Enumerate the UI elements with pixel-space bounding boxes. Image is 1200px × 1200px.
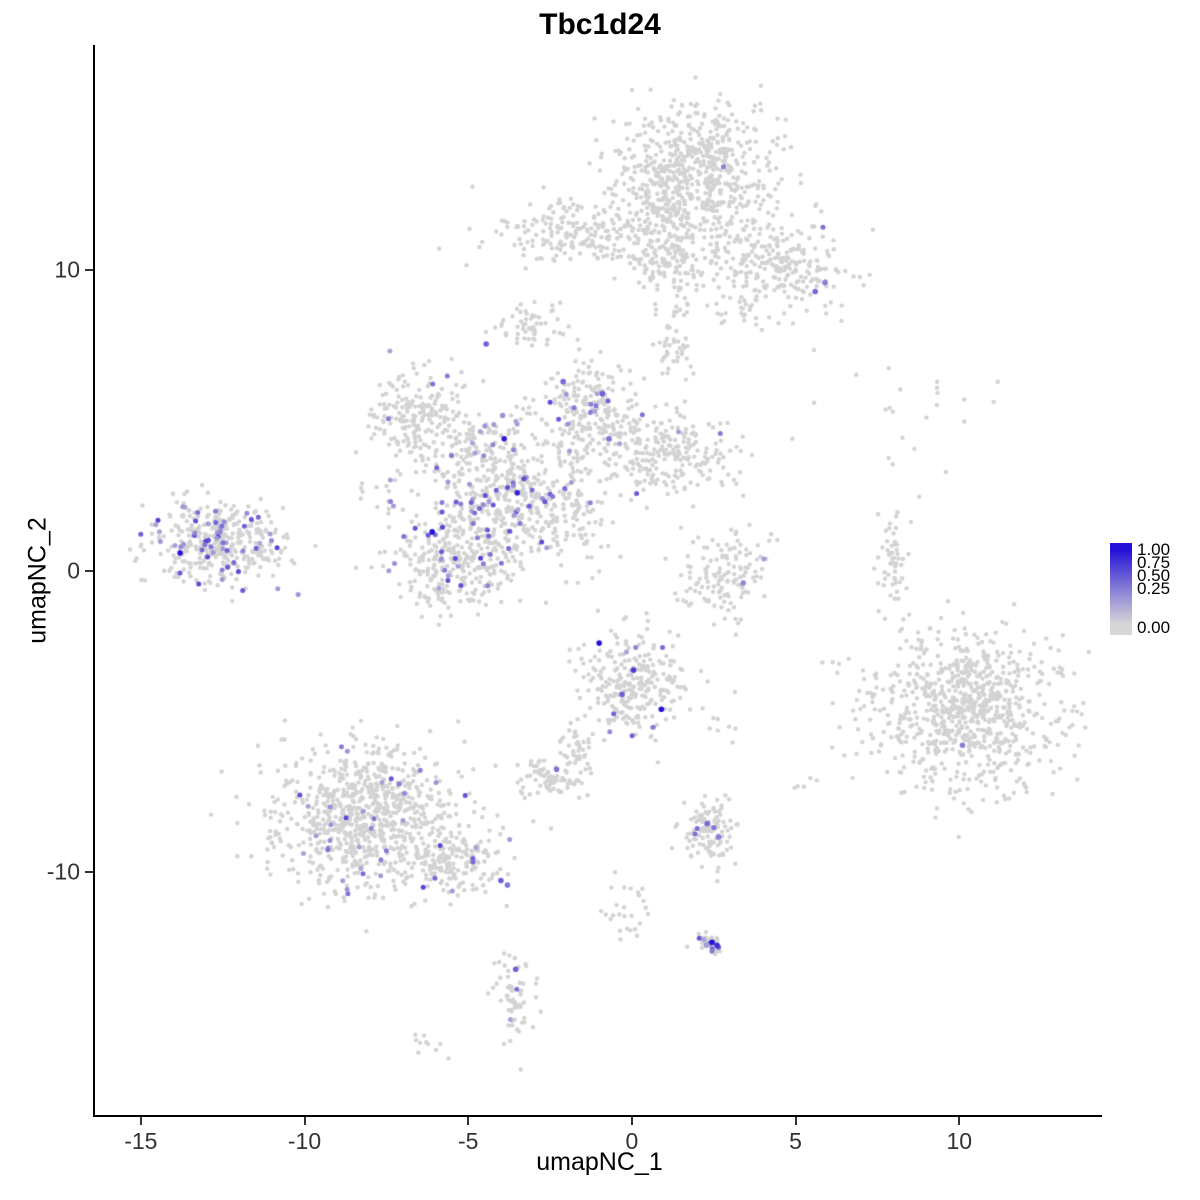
x-axis-tick-label: -15 bbox=[124, 1128, 158, 1154]
y-axis-line bbox=[93, 45, 95, 1117]
legend-label: 0.75 bbox=[1137, 553, 1171, 573]
legend-gradient-bar bbox=[1110, 543, 1132, 635]
x-axis-tick bbox=[467, 1117, 470, 1125]
y-axis-tick-label: 0 bbox=[67, 557, 80, 584]
x-axis-tick bbox=[630, 1117, 633, 1125]
x-axis-tick-label: 0 bbox=[625, 1128, 639, 1154]
x-axis-tick-label: -10 bbox=[287, 1128, 322, 1154]
x-axis-tick-label: 10 bbox=[946, 1128, 973, 1154]
y-axis-tick bbox=[85, 870, 93, 873]
x-axis-tick bbox=[303, 1117, 306, 1125]
legend-label: 0.50 bbox=[1137, 566, 1171, 586]
x-axis-label: umapNC_1 bbox=[536, 1148, 663, 1176]
y-axis-tick bbox=[85, 569, 93, 572]
x-axis-tick bbox=[794, 1117, 797, 1125]
y-axis-tick-label: -10 bbox=[46, 858, 80, 885]
x-axis-tick bbox=[139, 1117, 142, 1125]
legend-label: 1.00 bbox=[1137, 540, 1171, 560]
y-axis-tick bbox=[85, 269, 93, 272]
x-axis-tick-label: 5 bbox=[789, 1128, 802, 1154]
color-legend: 1.00 0.75 0.50 0.25 0.00 bbox=[1110, 540, 1198, 639]
x-axis-tick-label: -5 bbox=[457, 1128, 479, 1154]
legend-labels: 1.00 0.75 0.50 0.25 0.00 bbox=[1137, 540, 1197, 637]
x-axis-tick bbox=[958, 1117, 961, 1125]
y-axis-tick-label: 10 bbox=[54, 256, 80, 283]
legend-label: 0.00 bbox=[1137, 617, 1171, 637]
legend-label: 0.25 bbox=[1137, 579, 1171, 598]
x-axis-line bbox=[93, 1115, 1102, 1117]
